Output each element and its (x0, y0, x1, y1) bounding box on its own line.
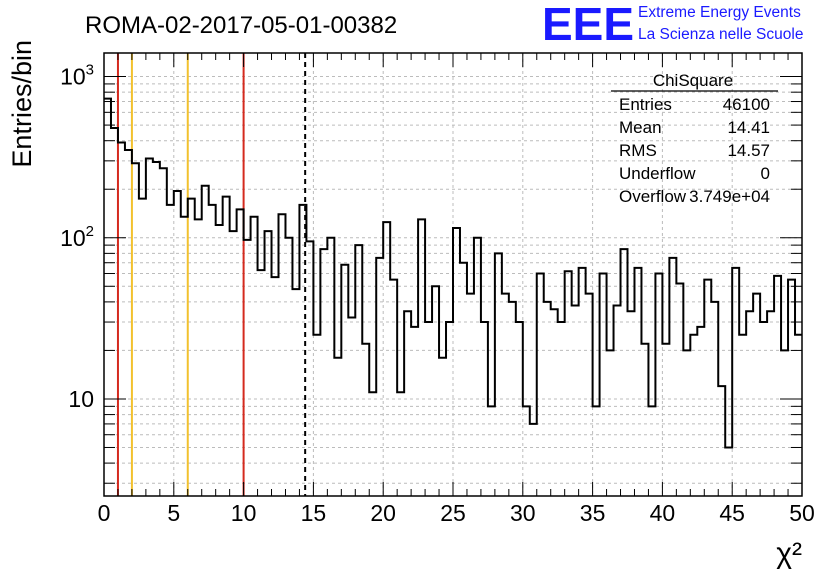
stats-value: 46100 (723, 95, 770, 114)
stats-value: 0 (761, 164, 770, 183)
x-axis-label: χ² (776, 537, 802, 570)
run-title: ROMA-02-2017-05-01-00382 (85, 12, 397, 39)
x-tick-label: 40 (650, 500, 676, 526)
axis-ticks (103, 53, 803, 496)
x-tick-label: 50 (789, 500, 815, 526)
x-tick-label: 5 (167, 500, 180, 526)
eee-logo: EEE (542, 0, 634, 50)
plot-frame (103, 52, 803, 497)
y-tick-label: 102 (60, 223, 94, 251)
stats-label: Entries (619, 95, 672, 114)
stats-label: Mean (619, 118, 662, 137)
tick-labels: 0 5 10 15 20 25 30 35 40 45 50 10 102 103 (60, 62, 815, 526)
stats-box: ChiSquare Entries 46100 Mean 14.41 RMS 14.57 U… (611, 71, 778, 206)
histogram-series (104, 97, 802, 449)
stats-value: 14.57 (727, 141, 770, 160)
stats-title: ChiSquare (653, 71, 733, 90)
y-tick-label: 10 (68, 386, 94, 412)
stats-value: 14.41 (727, 118, 770, 137)
x-tick-label: 35 (580, 500, 606, 526)
logo-line-2: La Scienza nelle Scuole (638, 26, 803, 43)
x-tick-label: 15 (301, 500, 327, 526)
x-tick-label: 20 (370, 500, 396, 526)
stats-label: RMS (619, 141, 657, 160)
stats-value: 3.749e+04 (689, 187, 770, 206)
stats-label: Overflow (619, 187, 687, 206)
x-tick-label: 30 (510, 500, 536, 526)
y-tick-label: 103 (60, 62, 94, 90)
logo-line-1: Extreme Energy Events (638, 4, 801, 21)
stats-label: Underflow (619, 164, 696, 183)
x-tick-label: 0 (98, 500, 111, 526)
x-tick-label: 45 (719, 500, 745, 526)
x-tick-label: 25 (440, 500, 466, 526)
reference-lines (116, 53, 307, 496)
y-axis-label: Entries/bin (7, 40, 37, 168)
x-tick-label: 10 (231, 500, 257, 526)
